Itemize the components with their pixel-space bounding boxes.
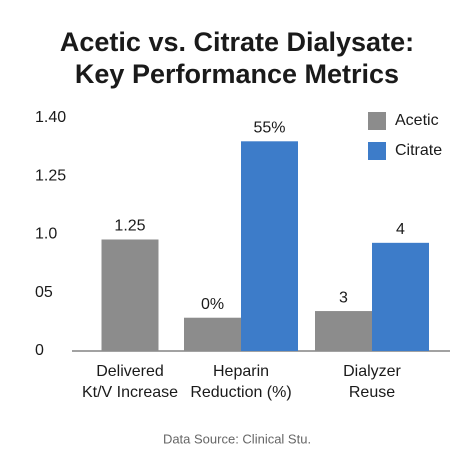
y-tick-label: 1.0	[35, 226, 57, 243]
bar	[315, 311, 372, 351]
data-label: 3	[339, 289, 348, 306]
x-tick-label: Dialyzer Reuse	[343, 363, 401, 401]
bar	[241, 141, 298, 351]
source-note: Data Source: Clinical Stu.	[163, 431, 311, 446]
y-tick-label: 05	[35, 284, 53, 301]
legend-label: Citrate	[395, 142, 442, 159]
chart-subtitle: Key Performance Metrics	[75, 59, 399, 89]
y-tick-label: 1.25	[35, 167, 66, 184]
data-label: 4	[396, 221, 405, 238]
x-tick-label: Heparin Reduction (%)	[190, 363, 291, 401]
legend-swatch	[368, 142, 386, 160]
y-tick-label: 1.40	[35, 109, 66, 126]
data-label: 55%	[253, 120, 285, 137]
x-tick-label: Delivered Kt/V Increase	[82, 363, 178, 401]
legend-swatch	[368, 112, 386, 130]
bar	[372, 242, 429, 351]
y-tick-label: 0	[35, 342, 44, 359]
chart-title: Acetic vs. Citrate Dialysate:	[60, 27, 414, 57]
bar	[184, 317, 241, 351]
bar	[101, 239, 159, 351]
data-label: 1.25	[114, 218, 145, 235]
data-label: 0%	[201, 296, 224, 313]
legend-label: Acetic	[395, 112, 439, 129]
